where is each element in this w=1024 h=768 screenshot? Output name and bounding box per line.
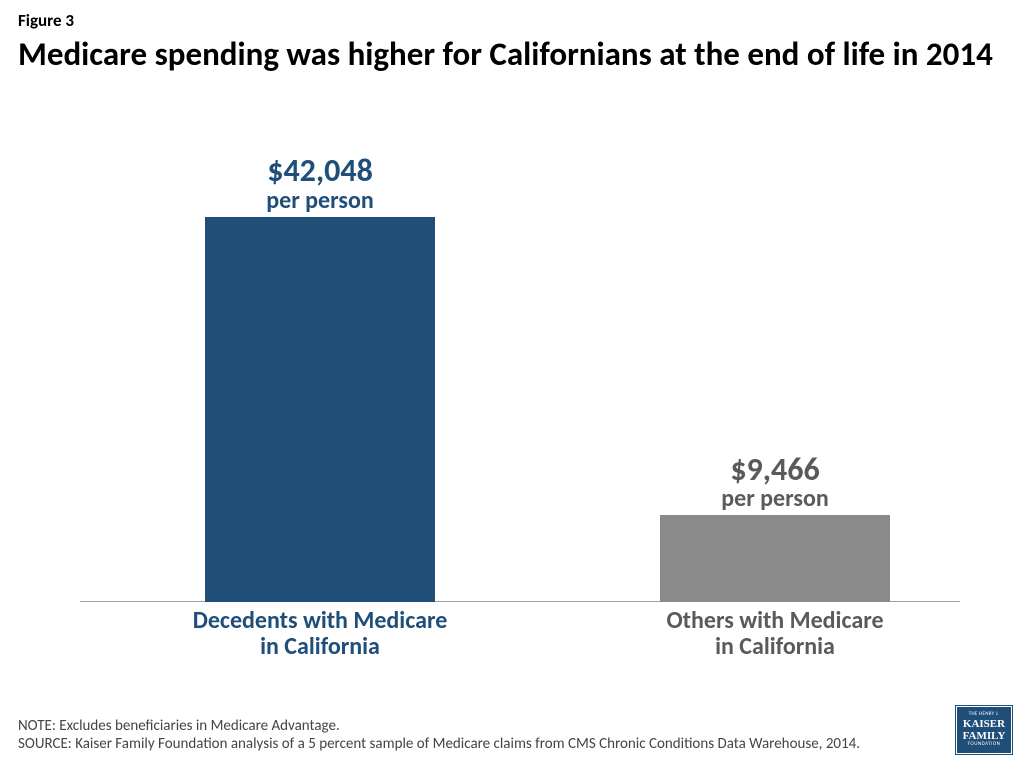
bar-chart: $42,048 per person Decedents with Medica… — [80, 160, 960, 650]
bar-0-category-line1: Decedents with Medicare — [193, 606, 448, 635]
kff-logo: THE HENRY J. KAISER FAMILY FOUNDATION — [956, 706, 1012, 754]
logo-main1: KAISER — [963, 718, 1005, 730]
logo-bot: FOUNDATION — [968, 742, 1001, 748]
chart-title: Medicare spending was higher for Califor… — [18, 34, 1006, 75]
bar-0-category-line2: in California — [260, 632, 380, 661]
source-text: SOURCE: Kaiser Family Foundation analysi… — [18, 735, 918, 754]
bar-1-category-line2: in California — [715, 632, 835, 661]
note-text: NOTE: Excludes beneficiaries in Medicare… — [18, 717, 918, 736]
bar-0-unit: per person — [150, 188, 490, 213]
bar-1-value-label: $9,466 per person — [605, 453, 945, 512]
bar-0 — [205, 217, 435, 602]
bar-0-value: $42,048 — [150, 154, 490, 188]
bar-1 — [660, 515, 890, 602]
bar-1-category-line1: Others with Medicare — [666, 606, 883, 635]
bar-1-value: $9,466 — [605, 453, 945, 487]
bar-1-unit: per person — [605, 486, 945, 511]
bar-0-value-label: $42,048 per person — [150, 154, 490, 213]
footnotes: NOTE: Excludes beneficiaries in Medicare… — [18, 717, 918, 755]
bar-1-category: Others with Medicare in California — [605, 608, 945, 661]
bar-0-category: Decedents with Medicare in California — [150, 608, 490, 661]
figure-label: Figure 3 — [18, 10, 74, 31]
